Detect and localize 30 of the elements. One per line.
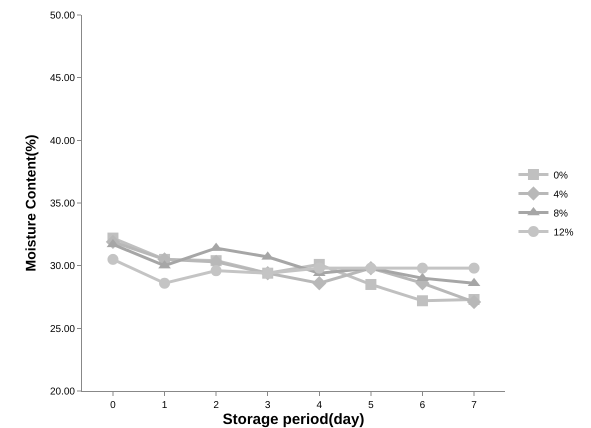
point (210, 265, 222, 276)
y-tick-label: 35.00 (50, 198, 76, 210)
x-axis-title: Storage period(day) (222, 411, 364, 428)
y-axis-title: Moisture Content(%) (22, 134, 39, 272)
x-tick-label: 5 (368, 400, 374, 411)
x-tick-label: 0 (110, 400, 116, 411)
legend-label: 12% (553, 227, 574, 238)
x-tick-label: 3 (264, 400, 271, 411)
y-tick-label: 30.00 (50, 261, 76, 272)
point (107, 254, 118, 265)
point (416, 262, 428, 274)
point (468, 262, 480, 274)
y-tick-label: 25.00 (50, 324, 76, 335)
legend-label: 4% (553, 189, 568, 200)
y-tick-label: 20.00 (50, 386, 76, 398)
x-tick-label: 2 (213, 400, 220, 411)
point (466, 294, 482, 310)
point (365, 278, 376, 290)
x-tick-label: 6 (420, 400, 426, 411)
y-tick-label: 40.00 (50, 136, 76, 147)
legend-label: 8% (553, 208, 568, 220)
point (159, 278, 170, 289)
point (416, 295, 428, 306)
x-tick-label: 7 (471, 400, 478, 411)
x-tick-label: 4 (316, 400, 323, 411)
y-tick-label: 50.00 (50, 10, 76, 22)
legend-label: 0% (553, 170, 568, 182)
y-tick-label: 45.00 (50, 73, 76, 84)
point (312, 276, 326, 290)
x-tick-label: 1 (162, 400, 168, 411)
